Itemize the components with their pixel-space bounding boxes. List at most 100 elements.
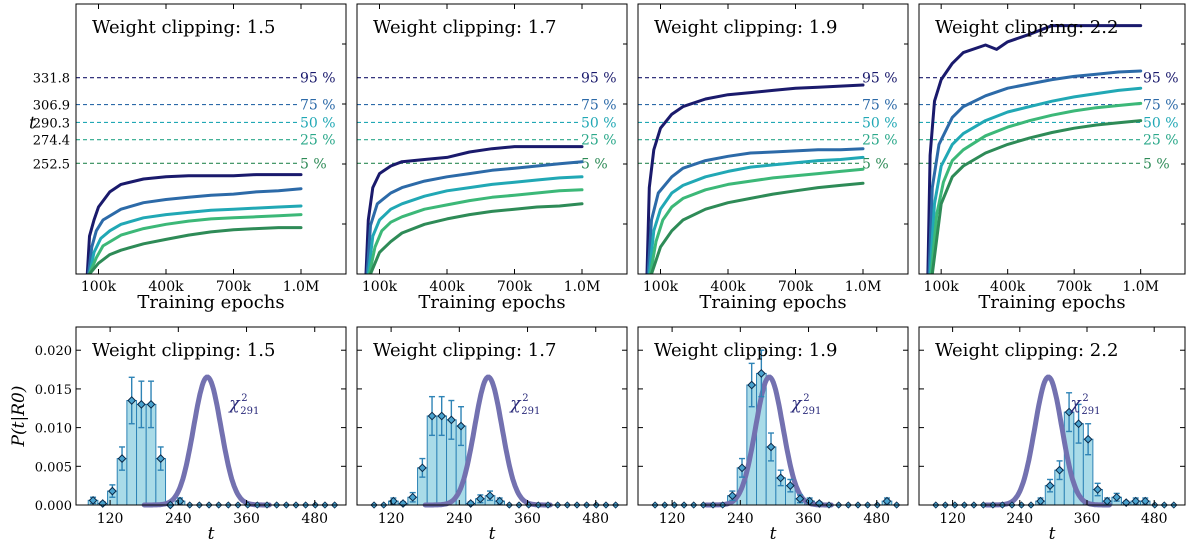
bottom-panel-1: 120 240 360 480 0.000 0.005 0.010 0.015 0.020 Wei…: [9, 326, 347, 540]
data-point-marker: [156, 454, 166, 463]
percentile-label: 50 %: [581, 115, 617, 131]
percentile-label: 25 %: [581, 133, 617, 149]
data-point-marker: [456, 421, 466, 431]
chi2-label-sub: 291: [1081, 406, 1100, 417]
x-axis-label: t: [770, 524, 777, 540]
x-tick-label: 240: [165, 511, 192, 527]
panel-title: Weight clipping: 1.7: [373, 17, 556, 38]
series-line-1: [86, 187, 303, 274]
percentile-label: 95 %: [581, 71, 617, 87]
x-tick-label: 240: [446, 511, 473, 527]
data-point-marker: [1112, 492, 1122, 502]
series-line-3: [929, 101, 1143, 274]
panel-title: Weight clipping: 1.5: [92, 17, 275, 38]
plot-frame: [356, 326, 628, 506]
panel-title: Weight clipping: 1.7: [373, 340, 556, 361]
series-line-3: [367, 188, 584, 274]
x-axis-label: Training epochs: [418, 292, 565, 313]
plot-frame: [918, 326, 1186, 506]
x-tick-label: 100k: [81, 279, 117, 295]
series-line-2: [647, 155, 865, 274]
x-tick-label: 700k: [216, 279, 252, 295]
x-axis-label: t: [1049, 524, 1056, 540]
x-tick-label: 700k: [778, 279, 814, 295]
percentile-label: 50 %: [300, 115, 336, 131]
x-tick-label: 400k: [148, 279, 184, 295]
data-point-marker: [107, 486, 117, 496]
x-tick-label: 120: [378, 511, 405, 527]
top-panel-2: 95 % 75 %50 % 25 % 5 % 100k 400k 700k 1.0M Weigh…: [356, 3, 628, 313]
y-tick-label: 0.010: [35, 422, 72, 437]
plot-frame: [637, 3, 909, 275]
x-tick-label: 100k: [362, 279, 398, 295]
percentile-label: 5 %: [300, 156, 327, 172]
data-point-marker: [795, 494, 805, 504]
y-tick-label: 0.020: [35, 344, 72, 359]
y-tick-label: 0.015: [35, 383, 72, 398]
data-point-marker: [1036, 496, 1045, 506]
x-tick-label: 120: [939, 511, 966, 527]
x-tick-label: 480: [582, 511, 609, 527]
x-tick-label: 400k: [429, 279, 465, 295]
x-tick-label: 480: [301, 511, 328, 527]
x-tick-label: 360: [1074, 511, 1101, 527]
chi2-label-sub: 291: [521, 406, 540, 417]
y-tick-label: 290.3: [33, 116, 70, 131]
series-group: [645, 83, 865, 274]
percentile-label: 5 %: [1143, 156, 1170, 172]
panel-title: Weight clipping: 2.2: [935, 340, 1118, 361]
chi2-curve: [983, 374, 1112, 508]
data-point-marker: [408, 492, 418, 502]
percentile-label: 95 %: [300, 71, 336, 87]
x-tick-label: 100k: [924, 279, 960, 295]
series-line-0: [85, 173, 303, 274]
percentile-label: 50 %: [1143, 115, 1179, 131]
data-point-marker: [727, 491, 737, 501]
data-point-marker: [747, 380, 757, 390]
x-tick-label: 1.0M: [845, 279, 882, 295]
x-tick-label: 1.0M: [564, 279, 601, 295]
series-line-0: [926, 24, 1143, 274]
percentile-label: 75 %: [300, 98, 336, 114]
series-line-1: [365, 160, 584, 274]
x-tick-label: 400k: [990, 279, 1026, 295]
top-panel-4: 95 % 75 %50 % 25 % 5 % 100k 400k 700k 1.0M Weigh…: [918, 3, 1186, 313]
top-panel-1: 95 % 331.8 75 % 306.9 50 % 290.3 25 % 274.4 5 % 2…: [29, 3, 347, 313]
series-line-3: [88, 213, 303, 274]
data-point-marker: [1140, 496, 1150, 506]
plot-frame: [75, 326, 347, 506]
chi2-label-sup: 2: [1082, 393, 1088, 404]
panel-title: Weight clipping: 2.2: [935, 17, 1118, 38]
chi2-label: χ: [228, 394, 241, 414]
data-point-marker: [398, 499, 408, 508]
percentile-label: 5 %: [862, 156, 889, 172]
x-tick-label: 120: [659, 511, 686, 527]
x-tick-label: 700k: [1057, 279, 1093, 295]
data-point-marker: [756, 369, 766, 378]
series-group: [85, 173, 303, 274]
chi2-label-sub: 291: [802, 406, 821, 417]
chi2-label-sub: 291: [240, 406, 259, 417]
x-tick-label: 100k: [643, 279, 679, 295]
data-point-marker: [466, 499, 476, 508]
data-point-marker: [146, 400, 156, 409]
plot-frame: [637, 326, 909, 506]
series-line-2: [88, 204, 303, 274]
x-axis-label: t: [208, 524, 215, 540]
x-tick-label: 400k: [710, 279, 746, 295]
plot-frame: [918, 3, 1186, 275]
percentile-label: 25 %: [862, 133, 898, 149]
percentile-label: 5 %: [581, 156, 608, 172]
series-line-4: [930, 119, 1143, 274]
series-line-4: [369, 202, 584, 274]
plot-frame: [75, 3, 347, 275]
x-axis-label: t: [489, 524, 496, 540]
x-tick-label: 1.0M: [283, 279, 320, 295]
data-point-marker: [88, 495, 98, 505]
x-tick-label: 360: [233, 511, 260, 527]
x-tick-label: 240: [1006, 511, 1033, 527]
series-line-3: [648, 167, 865, 274]
data-point-marker: [437, 411, 447, 421]
top-panel-3: 95 % 75 %50 % 25 % 5 % 100k 400k 700k 1.0M Weigh…: [637, 3, 909, 313]
